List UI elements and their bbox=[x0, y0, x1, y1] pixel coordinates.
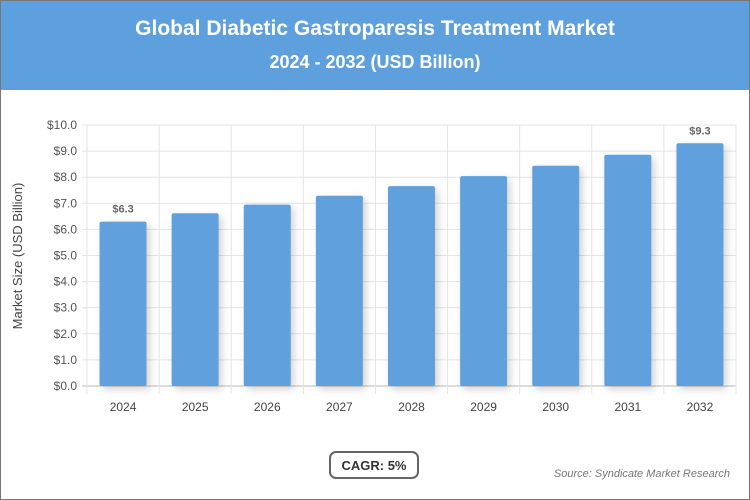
x-tick-label: 2028 bbox=[398, 400, 425, 414]
y-tick-label: $9.0 bbox=[54, 144, 78, 158]
x-tick-label: 2032 bbox=[687, 400, 714, 414]
y-tick-label: $1.0 bbox=[54, 353, 78, 367]
x-tick-label: 2024 bbox=[110, 400, 137, 414]
data-label: $9.3 bbox=[689, 125, 710, 137]
bar-2029 bbox=[460, 176, 508, 386]
cagr-badge: CAGR: 5% bbox=[329, 451, 419, 479]
bar-2031 bbox=[604, 154, 652, 386]
bar-2025 bbox=[171, 213, 219, 386]
x-tick-label: 2029 bbox=[470, 400, 497, 414]
x-tick-label: 2026 bbox=[254, 400, 281, 414]
x-tick-label: 2025 bbox=[182, 400, 209, 414]
bar-2026 bbox=[243, 204, 291, 386]
data-label: $6.3 bbox=[112, 204, 133, 216]
y-tick-label: $2.0 bbox=[54, 327, 78, 341]
x-tick-label: 2031 bbox=[614, 400, 641, 414]
bar-2027 bbox=[315, 195, 363, 386]
y-tick-label: $6.0 bbox=[54, 222, 78, 236]
bar-2024 bbox=[99, 221, 147, 386]
chart-title: Global Diabetic Gastroparesis Treatment … bbox=[135, 17, 615, 40]
bar-2032 bbox=[676, 143, 724, 386]
y-axis-label: Market Size (USD Billion) bbox=[10, 183, 25, 330]
y-tick-label: $10.0 bbox=[47, 118, 77, 132]
y-tick-label: $0.0 bbox=[54, 379, 78, 393]
y-tick-label: $3.0 bbox=[54, 301, 78, 315]
y-tick-label: $5.0 bbox=[54, 249, 78, 263]
y-tick-label: $7.0 bbox=[54, 196, 78, 210]
y-tick-label: $8.0 bbox=[54, 170, 78, 184]
bar-2030 bbox=[532, 165, 580, 386]
chart-header: Global Diabetic Gastroparesis Treatment … bbox=[1, 1, 749, 90]
chart-subtitle: 2024 - 2032 (USD Billion) bbox=[269, 52, 481, 72]
y-tick-label: $4.0 bbox=[54, 275, 78, 289]
source-note: Source: Syndicate Market Research bbox=[553, 468, 730, 480]
x-tick-label: 2027 bbox=[326, 400, 353, 414]
x-tick-label: 2030 bbox=[542, 400, 569, 414]
bar-2028 bbox=[388, 186, 435, 386]
